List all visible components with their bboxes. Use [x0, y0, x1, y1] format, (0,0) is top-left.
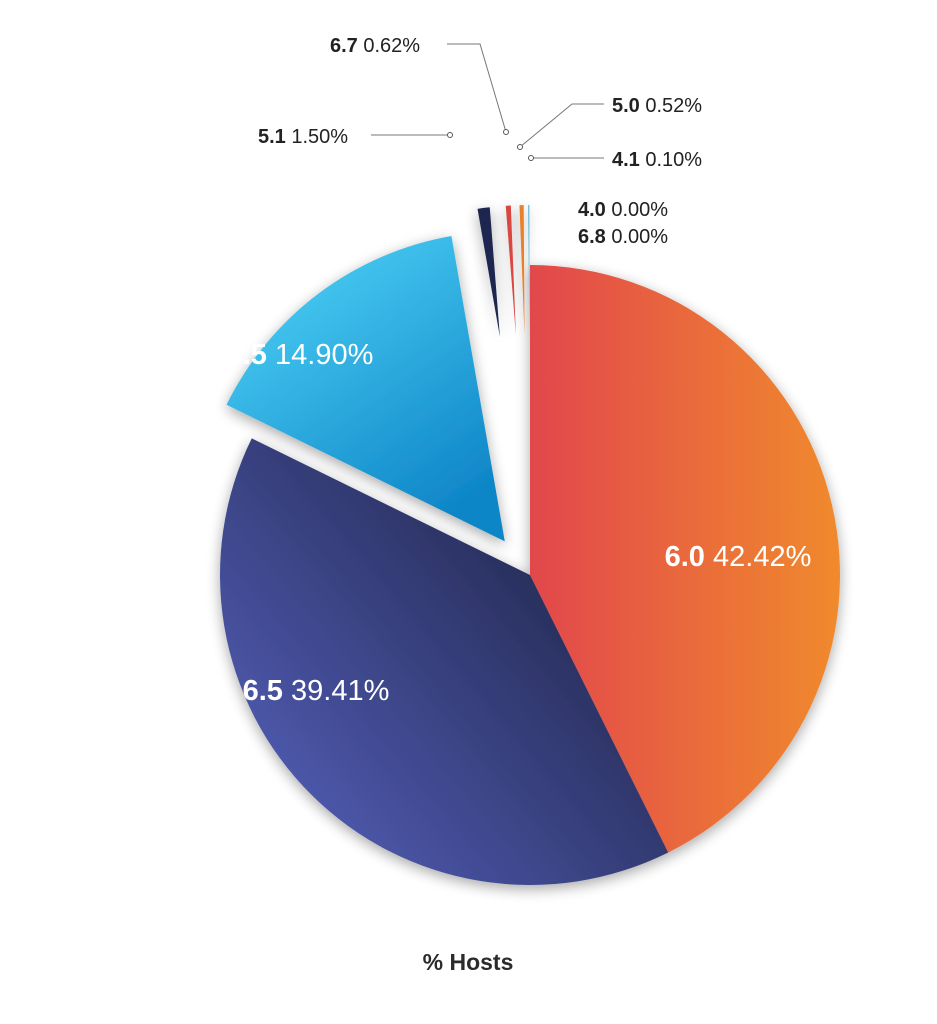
slice-label-4-0: 4.0 0.00%: [578, 199, 668, 221]
slice-label-percent: 0.62%: [358, 35, 420, 57]
pie-slice-6-0: [530, 265, 841, 853]
slice-label-5-0: 5.0 0.52%: [612, 95, 702, 117]
pie-slice-6-7: [505, 205, 516, 336]
leader-line-6-7: [447, 43, 507, 133]
slice-label-version: 5.0: [612, 95, 640, 117]
slice-label-percent: 1.50%: [286, 126, 348, 148]
slice-label-version: 5.1: [258, 126, 286, 148]
slice-label-version: 6.8: [578, 226, 606, 248]
leader-dot-4-1: [528, 155, 534, 161]
slice-label-5-5: 5.5 14.90%: [227, 339, 374, 371]
slice-label-percent: 0.00%: [606, 226, 668, 248]
slice-label-6-7: 6.7 0.62%: [330, 35, 420, 57]
slice-label-percent: 0.00%: [606, 199, 668, 221]
slice-labels: 6.0 42.42% 6.5 39.41% 5.5 14.90% 5.1 1.50% 6…: [227, 35, 812, 707]
leader-line-5-0: [519, 103, 604, 148]
slice-label-6-8: 6.8 0.00%: [578, 226, 668, 248]
leader-dot-6-7: [503, 129, 509, 135]
slice-label-4-1: 4.1 0.10%: [612, 149, 702, 171]
slice-label-version: 6.0: [665, 541, 705, 573]
leader-dot-5-0: [517, 144, 523, 150]
pie-slice-5-5: [226, 236, 505, 542]
slice-label-percent: 0.52%: [640, 95, 702, 117]
pie-slice-5-1: [477, 207, 500, 337]
slice-label-version: 4.0: [578, 199, 606, 221]
pie-slice-5-0: [519, 205, 525, 336]
slice-label-6-0: 6.0 42.42%: [665, 541, 812, 573]
slice-label-percent: 14.90%: [267, 339, 373, 371]
leader-lines: [371, 43, 604, 161]
slice-label-6-5: 6.5 39.41%: [243, 675, 390, 707]
pie-slice-6-5: [219, 438, 669, 885]
chart-caption: % Hosts: [423, 949, 514, 975]
slice-label-version: 6.5: [243, 675, 283, 707]
slice-label-version: 5.5: [227, 339, 267, 371]
slice-label-5-1: 5.1 1.50%: [258, 126, 348, 148]
leader-dot-5-1: [447, 132, 453, 138]
slice-label-percent: 0.10%: [640, 149, 702, 171]
slice-label-version: 4.1: [612, 149, 640, 171]
slice-label-percent: 39.41%: [283, 675, 389, 707]
pie-slice-4-1: [528, 205, 530, 336]
slice-label-version: 6.7: [330, 35, 358, 57]
pie-slices: [219, 205, 841, 885]
slice-label-percent: 42.42%: [705, 541, 811, 573]
